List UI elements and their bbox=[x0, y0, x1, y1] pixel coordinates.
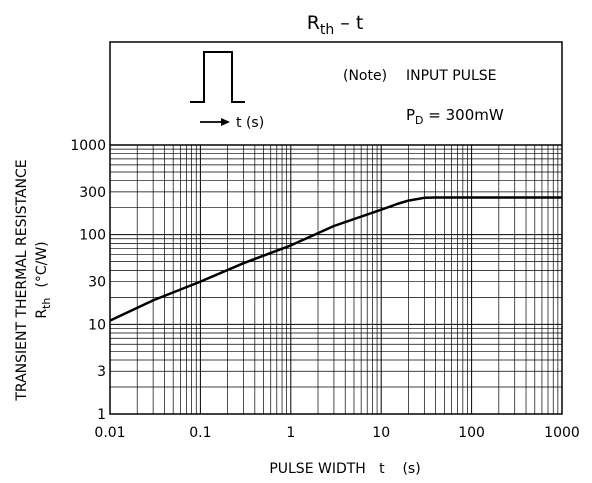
title-suffix: – t bbox=[334, 12, 363, 34]
title-main: R bbox=[307, 12, 320, 34]
x-tick-label: 1 bbox=[286, 425, 295, 441]
series-group bbox=[109, 196, 562, 322]
pd-value: = 300mW bbox=[424, 106, 504, 124]
y-axis-label-line2: Rth (°C/W) bbox=[34, 241, 53, 318]
note-label: (Note) bbox=[343, 68, 387, 84]
y-axis-rth-sub: th bbox=[40, 298, 53, 309]
y-tick-label: 30 bbox=[88, 275, 106, 291]
y-axis-label-line1: TRANSIENT THERMAL RESISTANCE bbox=[14, 159, 30, 401]
y-tick-label: 10 bbox=[88, 317, 106, 333]
chart-frame bbox=[109, 41, 563, 415]
x-tick-label: 0.01 bbox=[94, 425, 125, 441]
y-tick-labels: 1 3 10 30 100 300 1000 bbox=[70, 138, 106, 423]
x-tick-label: 10 bbox=[372, 425, 390, 441]
grid bbox=[110, 144, 562, 414]
pulse-axis-label: t (s) bbox=[236, 115, 264, 131]
y-axis-rth-main: R bbox=[34, 309, 50, 319]
power-dissipation-label: PD = 300mW bbox=[406, 106, 504, 127]
pulse-arrow-head-icon bbox=[221, 118, 230, 126]
y-tick-label: 1000 bbox=[70, 138, 106, 154]
pulse-shape-icon bbox=[190, 51, 245, 103]
pd-main: P bbox=[406, 106, 415, 124]
x-tick-label: 0.1 bbox=[189, 425, 211, 441]
y-tick-label: 300 bbox=[79, 185, 106, 201]
y-tick-label: 3 bbox=[97, 364, 106, 380]
y-axis-unit: (°C/W) bbox=[34, 241, 50, 287]
y-axis-label: TRANSIENT THERMAL RESISTANCE Rth (°C/W) bbox=[14, 159, 53, 401]
x-tick-labels: 0.01 0.1 1 10 100 1000 bbox=[94, 425, 579, 441]
chart-title: Rth – t bbox=[307, 12, 364, 38]
x-tick-label: 100 bbox=[458, 425, 485, 441]
pd-subscript: D bbox=[415, 114, 423, 127]
x-axis-label: PULSE WIDTH t (s) bbox=[269, 461, 420, 477]
y-tick-label: 1 bbox=[97, 407, 106, 423]
input-pulse-annotation: t (s) (Note) INPUT PULSE PD = 300mW bbox=[190, 51, 504, 131]
note-text: INPUT PULSE bbox=[406, 68, 497, 84]
y-tick-label: 100 bbox=[79, 228, 106, 244]
series-line bbox=[109, 196, 562, 322]
x-tick-label: 1000 bbox=[544, 425, 580, 441]
title-subscript: th bbox=[320, 22, 334, 38]
